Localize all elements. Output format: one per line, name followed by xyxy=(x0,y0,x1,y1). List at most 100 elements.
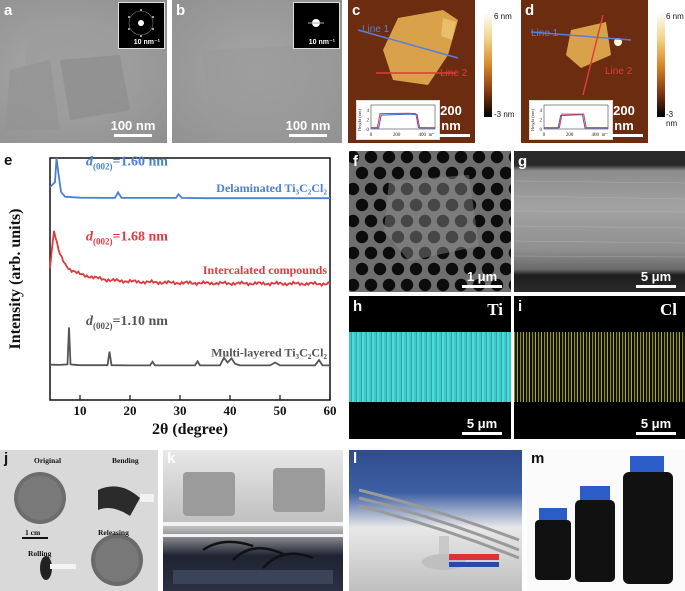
panel-label-l: l xyxy=(353,450,358,467)
pore xyxy=(436,182,450,196)
pore xyxy=(499,230,511,244)
x-axis-label: 2θ (degree) xyxy=(152,421,228,438)
pore xyxy=(349,214,360,228)
pore xyxy=(508,184,511,194)
sem-layers xyxy=(514,180,685,258)
pore xyxy=(508,152,511,162)
annotation-d002-multilayered: d(002)=1.10 nm xyxy=(86,314,168,331)
series-label-multilayered: Multi-layered Ti₃C₂Cl₂ xyxy=(211,345,327,359)
pore xyxy=(418,214,432,228)
film-photos xyxy=(14,472,154,586)
inset-x-tick: 0 xyxy=(543,133,546,138)
inset-x-tick: 200 xyxy=(393,133,401,138)
panel-label-k: k xyxy=(167,450,176,467)
series-label-delaminated: Delaminated Ti₃C₂Cl₂ xyxy=(216,181,327,195)
inset-x-tick: 0 xyxy=(370,133,373,138)
scale-text-h: 5 μm xyxy=(466,416,498,431)
series-line-2 xyxy=(49,230,331,288)
panel-label-c: c xyxy=(352,2,361,19)
pore xyxy=(364,182,378,196)
inset-y-label: Height (nm) xyxy=(357,108,362,131)
pore xyxy=(349,151,360,164)
panel-label-h: h xyxy=(353,298,363,315)
scale-bar-g: 5 μm xyxy=(633,269,679,288)
pore xyxy=(418,182,432,196)
pore xyxy=(463,166,477,180)
afm-flake-c xyxy=(357,10,459,85)
inset-series-2 xyxy=(371,112,435,129)
annotation-d002-intercalated: d(002)=1.68 nm xyxy=(86,229,168,246)
colorbar-min-d: -3 nm xyxy=(666,110,678,128)
pore xyxy=(418,151,432,164)
pore xyxy=(349,182,360,196)
scale-text-c: 200 nm xyxy=(440,103,462,133)
pore xyxy=(364,246,378,260)
pore xyxy=(373,166,387,180)
pore xyxy=(499,262,511,276)
pore xyxy=(427,198,441,212)
inset-y-label: Height (nm) xyxy=(530,108,535,131)
scale-bar-d: 200 nm xyxy=(602,103,646,137)
panel-i-eds-cl: i Cl 5 μm xyxy=(514,296,685,439)
pore xyxy=(445,198,459,212)
eds-map-cl xyxy=(514,332,685,402)
scale-text-a: 100 nm xyxy=(110,118,156,133)
y-axis-label: Intensity (arb. units) xyxy=(7,209,24,350)
annotation-d002-delaminated: d(002)=1.60 nm xyxy=(86,154,168,171)
inset-y-tick: 4 xyxy=(540,109,543,114)
pore xyxy=(400,182,414,196)
pore xyxy=(391,166,405,180)
membrane-flake xyxy=(384,175,479,261)
pore xyxy=(436,278,450,292)
inset-series-2 xyxy=(544,113,608,129)
plot-frame xyxy=(49,157,331,401)
afm-line-1-label-d: Line 1 xyxy=(531,28,559,39)
colorbar-max-d: 6 nm xyxy=(666,12,684,21)
tem-flakes-b xyxy=(202,45,327,128)
pore xyxy=(436,214,450,228)
panel-label-g: g xyxy=(518,153,528,170)
pore xyxy=(463,230,477,244)
scale-text-d: 200 nm xyxy=(613,103,635,133)
pore xyxy=(454,278,468,292)
scale-text-g: 5 μm xyxy=(640,269,672,284)
pore xyxy=(472,151,486,164)
pore xyxy=(463,198,477,212)
inset-y-tick: 4 xyxy=(367,109,370,114)
inset-y-tick: 2 xyxy=(540,118,543,123)
pore xyxy=(490,151,504,164)
pore xyxy=(400,246,414,260)
afm-line-1-c xyxy=(357,29,459,59)
caption-releasing: Releasing xyxy=(98,528,129,537)
eds-map-ti xyxy=(349,332,511,402)
scale-text-b: 100 nm xyxy=(285,118,331,133)
pore xyxy=(409,198,423,212)
pore xyxy=(472,214,486,228)
pore xyxy=(400,151,414,164)
pore xyxy=(445,230,459,244)
saed-inset-b: 10 nm⁻¹ xyxy=(293,2,340,49)
panel-j-photos: j Original Bending Rolling Releasing 1 c… xyxy=(0,450,158,591)
caption-bending: Bending xyxy=(112,456,139,465)
pore xyxy=(364,214,378,228)
inset-frame xyxy=(543,104,609,130)
pore xyxy=(454,182,468,196)
dispersion-bottles xyxy=(535,456,673,584)
test-setup xyxy=(358,488,520,570)
pore xyxy=(355,230,369,244)
pore xyxy=(454,246,468,260)
afm-flake-d xyxy=(530,14,632,96)
colorbar-d xyxy=(657,12,665,117)
x-tick-label: 40 xyxy=(224,403,237,418)
pore xyxy=(472,246,486,260)
panel-label-b: b xyxy=(176,2,186,19)
pore xyxy=(364,151,378,164)
panel-e-xrd: e 10 20 30 40 50 60 2θ (degree) Intensity (arb.… xyxy=(0,150,343,440)
x-tick-label: 60 xyxy=(324,403,337,418)
panel-m-photo: m xyxy=(527,450,685,591)
element-label-cl: Cl xyxy=(660,300,677,319)
height-profile-chart-d: 0 200 400nm 0 2 4 Height (nm) xyxy=(530,101,612,139)
pore xyxy=(355,198,369,212)
pore xyxy=(391,198,405,212)
pore xyxy=(490,182,504,196)
